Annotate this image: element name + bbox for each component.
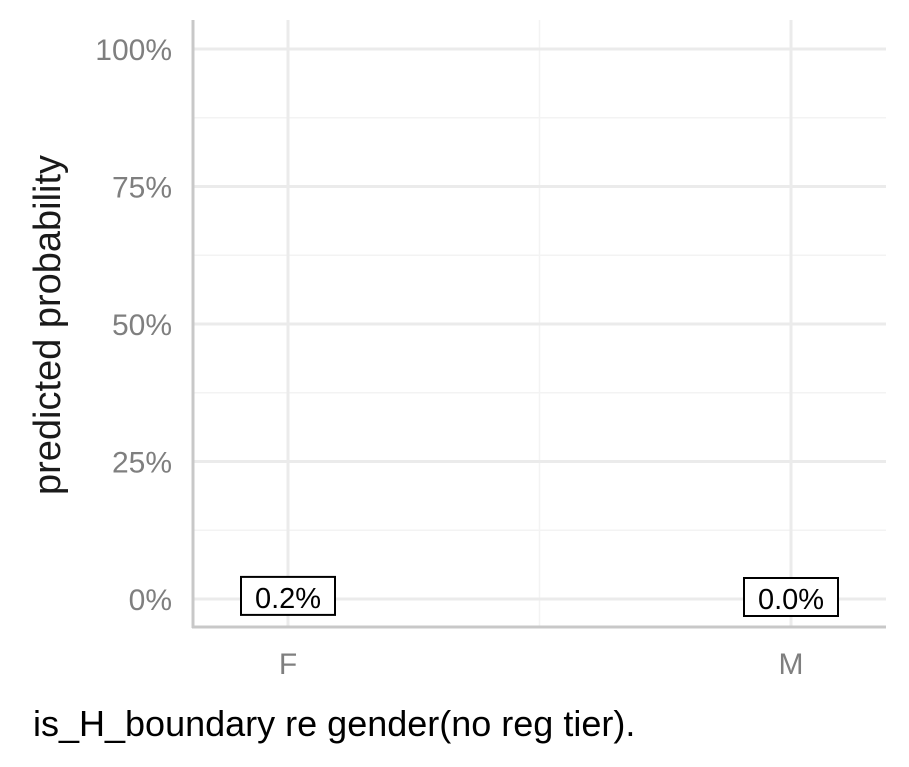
data-label-text: 0.2% — [255, 583, 321, 615]
x-tick-label: F — [279, 648, 297, 681]
x-tick-label: M — [779, 648, 804, 681]
grid-lines — [193, 20, 886, 627]
data-label: 0.0% — [743, 577, 839, 617]
data-label-box — [743, 577, 839, 617]
y-tick-label: 0% — [129, 584, 172, 617]
data-labels: 0.2% 0.0% — [240, 575, 839, 617]
y-axis-ticks: 0% 25% 50% 75% 100% — [95, 34, 172, 617]
data-label-text: 0.0% — [758, 584, 824, 616]
y-tick-label: 25% — [112, 447, 172, 480]
y-axis-title: predicted probability — [27, 155, 69, 495]
data-label-box — [240, 575, 336, 616]
y-tick-label: 100% — [95, 34, 172, 67]
y-tick-label: 75% — [112, 172, 172, 205]
y-tick-label: 50% — [112, 309, 172, 342]
chart-caption: is_H_boundary re gender(no reg tier). — [33, 703, 635, 744]
axes — [191, 20, 886, 629]
data-label: 0.2% — [240, 575, 336, 616]
